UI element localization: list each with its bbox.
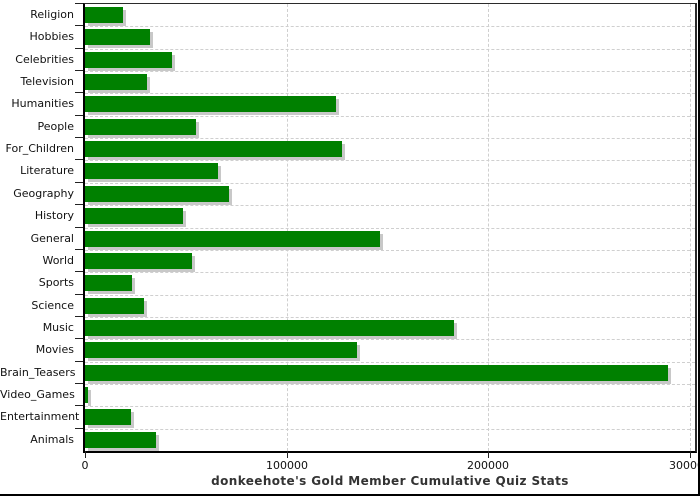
y-tick-mark [75,25,83,26]
gridline-vertical [488,4,489,451]
category-label: Video_Games [0,388,75,401]
y-tick-mark [75,204,83,205]
category-label: History [34,209,74,222]
gridline-horizontal [85,160,695,161]
y-tick-mark [75,316,83,317]
gridline-horizontal [85,93,695,94]
y-tick-mark [75,227,83,228]
y-tick-mark [75,137,83,138]
y-tick-mark [75,383,83,384]
gridline-horizontal [85,339,695,340]
gridline-horizontal [85,228,695,229]
category-label: Geography [13,187,74,200]
chart-title: donkeehote's Gold Member Cumulative Quiz… [211,474,569,488]
y-tick-mark [75,338,83,339]
gridline-horizontal [85,49,695,50]
category-label: Science [31,299,74,312]
y-tick-mark [75,3,83,4]
x-tick-label: 100000 [266,459,308,472]
category-label: Brain_Teasers [0,366,76,379]
category-label: Religion [30,8,74,21]
y-tick-mark [75,405,83,406]
category-label: Sports [38,276,74,289]
bar-history [85,208,183,224]
bar-entertainment [85,409,131,425]
bar-religion [85,7,123,23]
category-label: Literature [20,164,74,177]
gridline-horizontal [85,116,695,117]
gridline-horizontal [85,26,695,27]
gridline-horizontal [85,429,695,430]
bar-video_games [85,387,88,403]
bar-sports [85,275,132,291]
gridline-horizontal [85,317,695,318]
category-label: Hobbies [29,30,74,43]
x-tick-mark [287,451,288,458]
bar-animals [85,432,156,448]
y-tick-mark [75,271,83,272]
bar-science [85,298,144,314]
bar-movies [85,342,357,358]
gridline-horizontal [85,138,695,139]
bar-brain_teasers [85,365,668,381]
y-tick-mark [75,159,83,160]
gridline-horizontal [85,71,695,72]
gridline-horizontal [85,183,695,184]
gridline-horizontal [85,295,695,296]
bar-hobbies [85,29,150,45]
x-tick-mark [690,451,691,458]
gridline-horizontal [85,384,695,385]
category-label: World [42,254,74,267]
category-label: People [37,120,74,133]
plot-inner [85,4,695,451]
category-label: Television [20,75,75,88]
gridline-horizontal [85,250,695,251]
y-tick-mark [75,70,83,71]
bar-humanities [85,96,336,112]
x-tick-label: 300000 [669,459,700,472]
x-tick-label: 0 [81,459,89,472]
y-tick-mark [75,92,83,93]
y-tick-mark [75,48,83,49]
category-label: Celebrities [15,53,74,66]
x-tick-mark [488,451,489,458]
x-tick-mark [85,451,86,458]
category-label: Music [42,321,74,334]
y-tick-mark [75,428,83,429]
category-label: Entertainment [0,410,80,423]
bar-world [85,253,192,269]
y-tick-mark [75,249,83,250]
bar-people [85,119,196,135]
gridline-horizontal [85,205,695,206]
category-label: Movies [35,343,74,356]
category-label: General [30,232,74,245]
y-tick-mark [75,361,83,362]
bar-general [85,231,380,247]
bar-celebrities [85,52,172,68]
y-tick-mark [75,115,83,116]
bar-geography [85,186,229,202]
bar-television [85,74,147,90]
plot-area [83,3,697,453]
category-label: For_Children [5,142,74,155]
gridline-horizontal [85,406,695,407]
category-label: Animals [30,433,74,446]
category-label: Humanities [11,97,74,110]
gridline-horizontal [85,362,695,363]
y-tick-mark [75,294,83,295]
gridline-vertical [287,4,288,451]
gridline-vertical [690,4,691,451]
gridline-horizontal [85,272,695,273]
bar-for_children [85,141,342,157]
x-tick-label: 200000 [467,459,509,472]
y-tick-mark [75,182,83,183]
bar-literature [85,163,218,179]
bar-music [85,320,454,336]
